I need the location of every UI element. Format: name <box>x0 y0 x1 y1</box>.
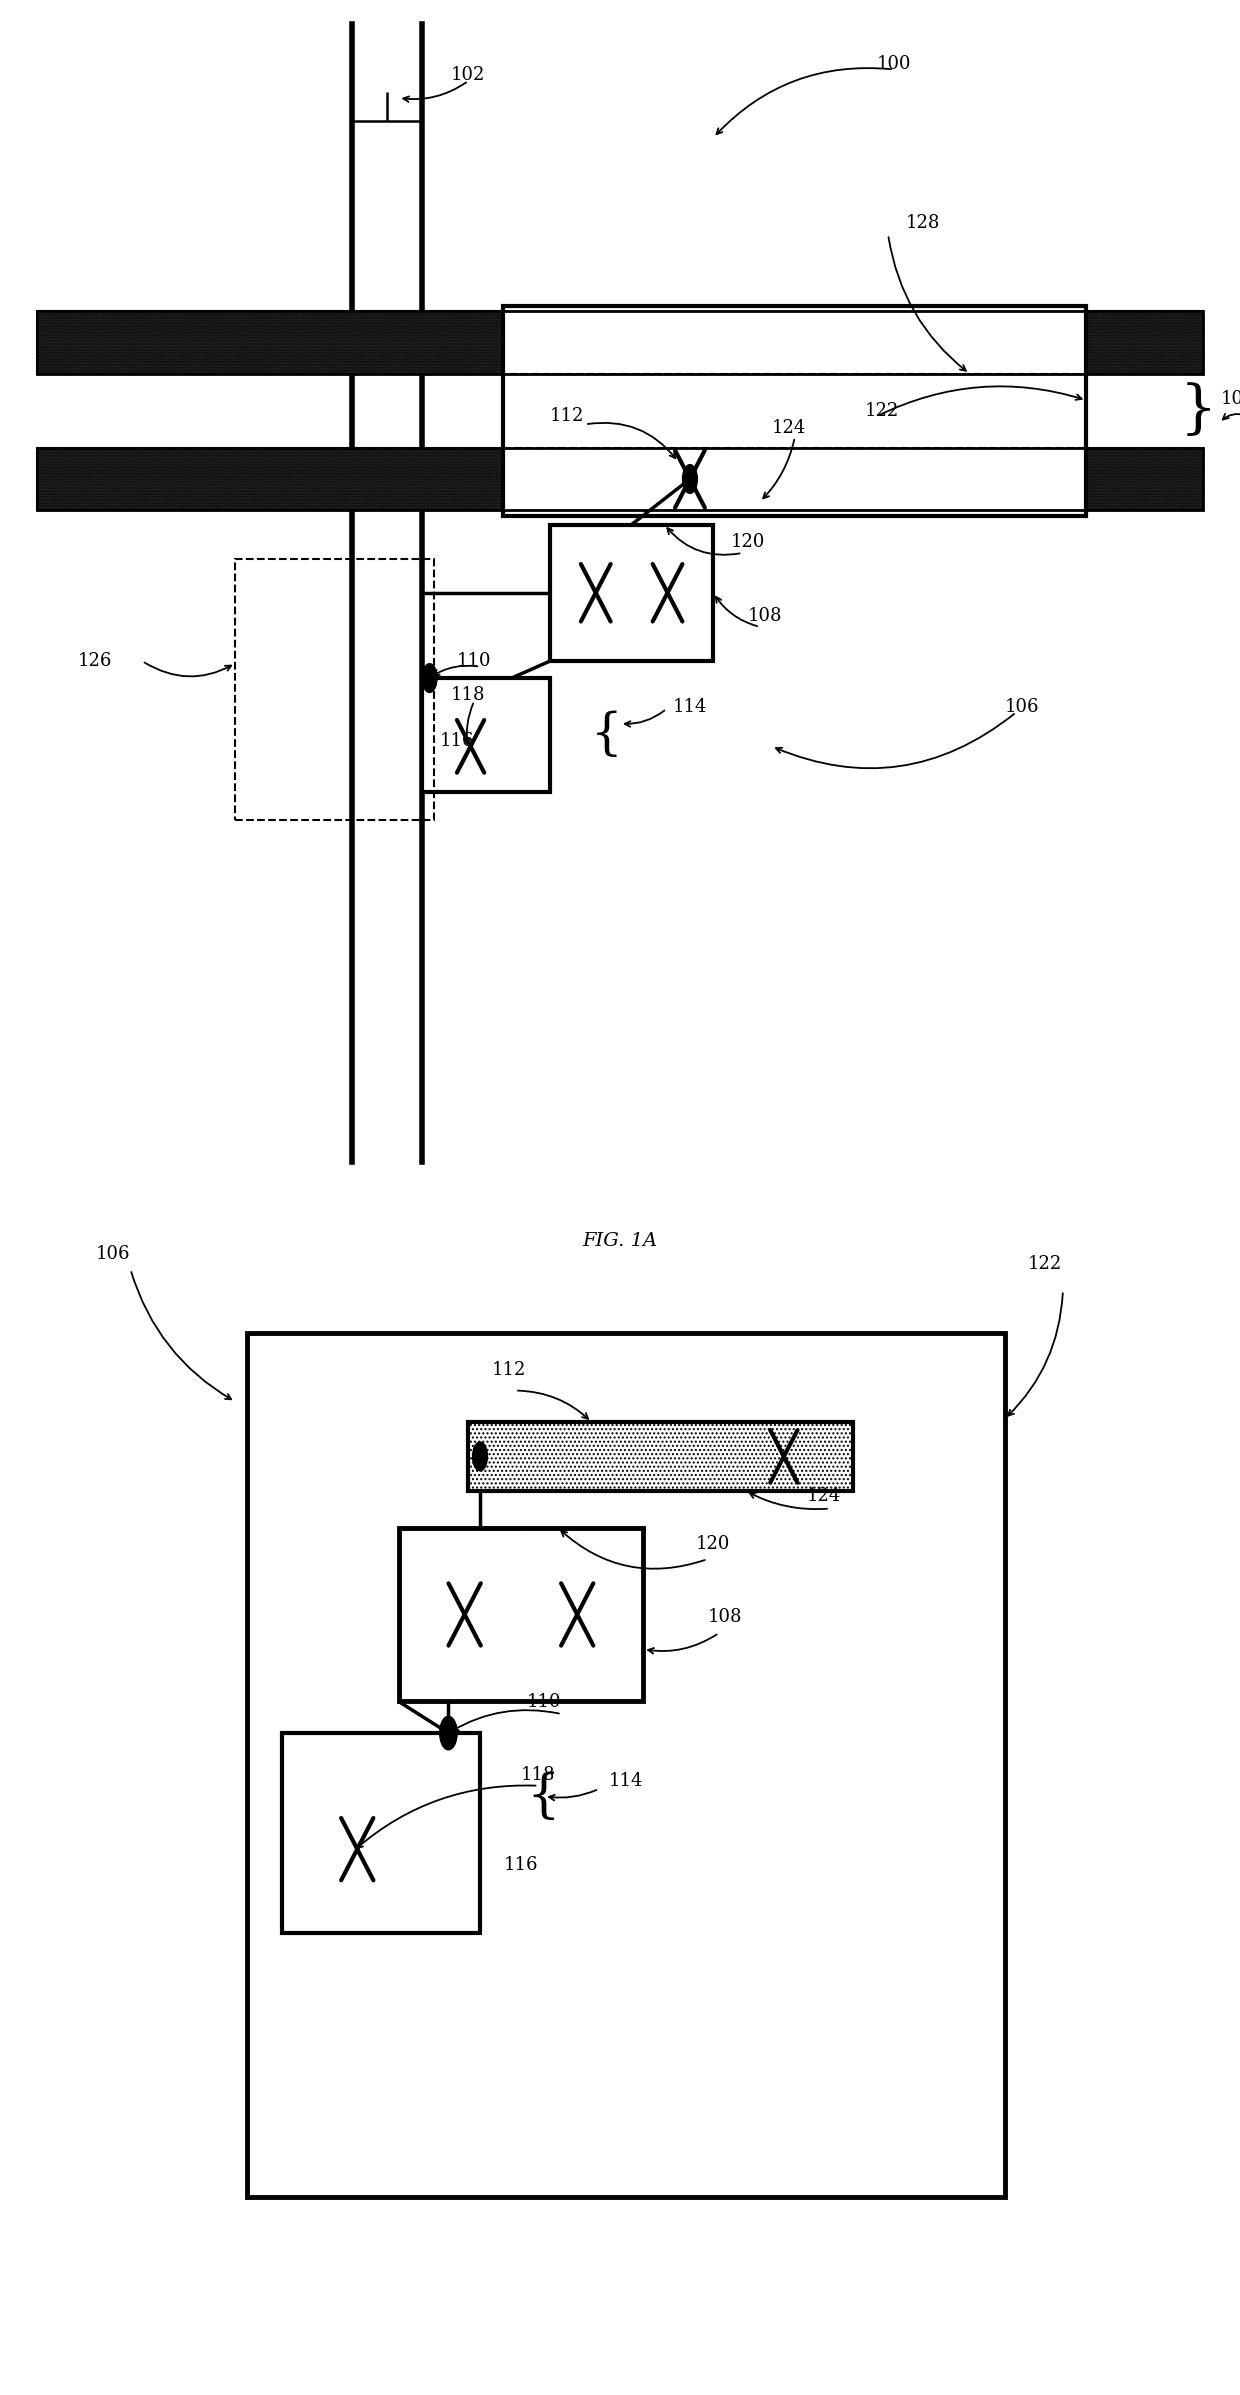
Text: 100: 100 <box>877 55 911 72</box>
Circle shape <box>682 465 697 493</box>
Text: 118: 118 <box>451 685 486 704</box>
Text: FIG. 1A: FIG. 1A <box>583 1231 657 1250</box>
Text: 106: 106 <box>95 1245 130 1262</box>
Text: 112: 112 <box>492 1360 526 1380</box>
Text: 102: 102 <box>451 67 485 84</box>
Text: 122: 122 <box>1028 1255 1063 1274</box>
Text: 104: 104 <box>1220 390 1240 407</box>
Text: 110: 110 <box>456 651 491 671</box>
Bar <box>503 374 1086 448</box>
Text: 128: 128 <box>905 213 940 232</box>
Text: 116: 116 <box>439 730 474 750</box>
Text: 120: 120 <box>696 1535 730 1552</box>
Text: 106: 106 <box>1004 697 1039 716</box>
Circle shape <box>422 663 436 692</box>
Bar <box>236 558 434 819</box>
Bar <box>37 311 1203 374</box>
Text: 112: 112 <box>551 407 584 426</box>
Text: 124: 124 <box>771 419 806 436</box>
Bar <box>398 1528 644 1700</box>
Text: 118: 118 <box>521 1768 556 1784</box>
Bar <box>503 307 1086 515</box>
Text: 114: 114 <box>609 1772 642 1789</box>
Text: 110: 110 <box>527 1693 562 1710</box>
Text: 114: 114 <box>672 697 707 716</box>
Bar <box>37 448 1203 510</box>
Text: {: { <box>527 1770 560 1823</box>
Text: 116: 116 <box>503 1856 538 1873</box>
Text: {: { <box>590 711 622 759</box>
Bar <box>469 1423 853 1490</box>
Bar <box>37 311 1203 374</box>
Text: 124: 124 <box>806 1487 841 1504</box>
Text: }: } <box>1179 383 1216 438</box>
Bar <box>247 1332 1004 2196</box>
Text: 108: 108 <box>707 1609 742 1626</box>
Bar <box>37 448 1203 510</box>
Circle shape <box>440 1717 458 1751</box>
Text: 126: 126 <box>78 651 113 671</box>
Bar <box>551 525 713 661</box>
Bar <box>422 678 551 793</box>
Circle shape <box>472 1442 487 1471</box>
Text: 120: 120 <box>730 532 765 551</box>
Text: 108: 108 <box>748 606 782 625</box>
Bar <box>281 1734 480 1933</box>
Text: 122: 122 <box>864 402 899 419</box>
